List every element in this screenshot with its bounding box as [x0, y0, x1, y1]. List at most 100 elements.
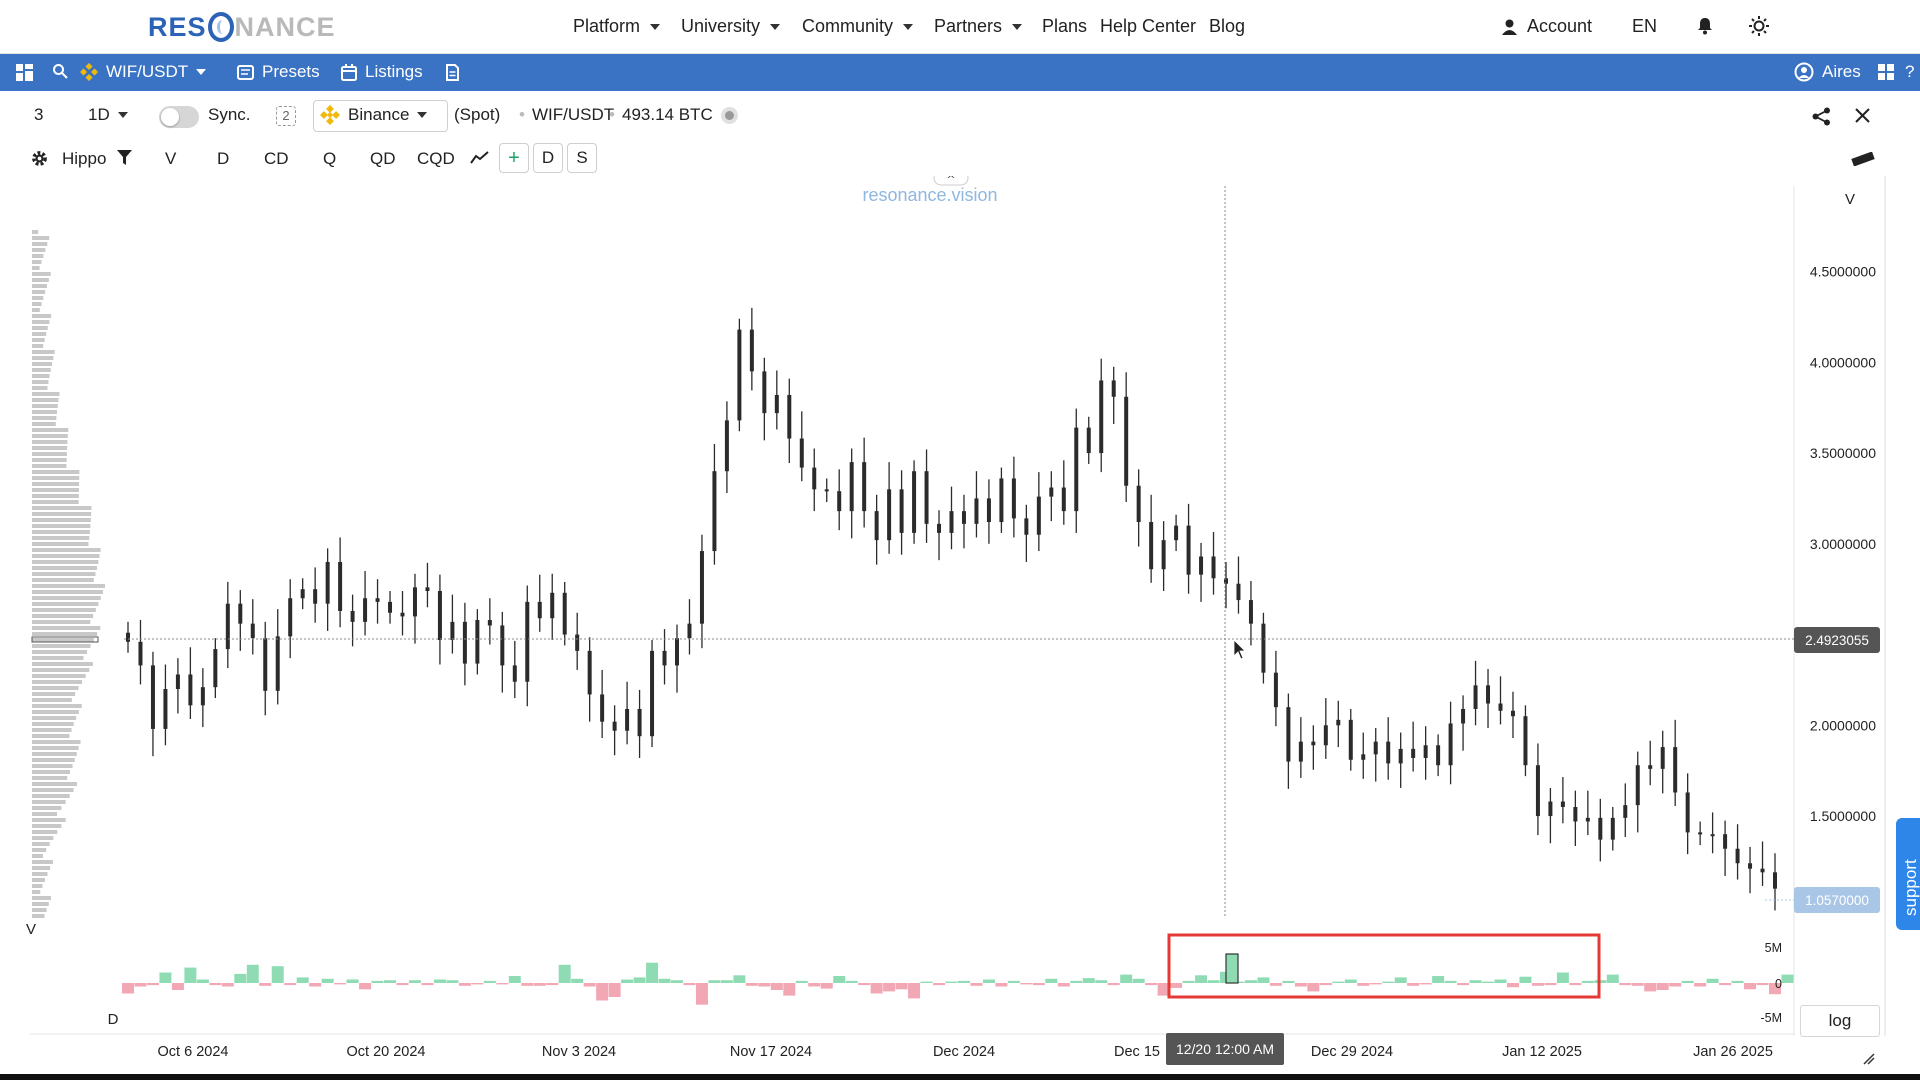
chevron-down-icon — [117, 112, 128, 118]
presets-button[interactable]: Presets — [237, 62, 320, 82]
apps-button[interactable] — [16, 64, 33, 81]
delta-bar-negative — [1756, 983, 1769, 986]
delta-bar-positive — [246, 964, 259, 983]
indicator-v-button[interactable]: V — [165, 149, 177, 168]
candle-body — [1224, 578, 1228, 584]
volume-profile-bar — [32, 908, 47, 912]
candle-body — [899, 489, 904, 533]
delta-bar-negative — [1631, 983, 1644, 986]
volume-profile-bar — [32, 518, 91, 522]
volume-profile-bar — [32, 530, 90, 534]
delta-bar-positive — [296, 977, 309, 983]
log-scale-button[interactable]: log — [1800, 1005, 1880, 1037]
s-button[interactable]: S — [567, 143, 597, 173]
indicator-q-button[interactable]: Q — [323, 149, 337, 168]
add-indicator-button[interactable]: + — [499, 143, 529, 173]
resonance-logo[interactable]: RES NANCE — [148, 11, 336, 42]
volume-profile-bar — [32, 836, 54, 840]
delta-bar-negative — [770, 983, 783, 990]
interval-selector[interactable]: 1D — [88, 105, 128, 125]
delta-bar-positive — [1344, 979, 1357, 983]
nav-blog[interactable]: Blog — [1209, 16, 1246, 36]
volume-profile-bar — [32, 602, 99, 606]
candle-body — [512, 665, 517, 682]
y-tick-label: 1.5000000 — [1810, 808, 1876, 824]
delta-bar-positive — [1606, 974, 1619, 983]
d-button[interactable]: D — [533, 143, 563, 173]
layout-count[interactable]: 3 — [34, 105, 44, 124]
notifications-button[interactable] — [1697, 17, 1713, 35]
indicator-cqd-button[interactable]: CQD — [417, 149, 455, 168]
preset-selector[interactable]: Hippo — [62, 149, 107, 168]
volume-profile-bar — [32, 662, 93, 666]
indicator-qd-button[interactable]: QD — [370, 149, 396, 168]
share-button[interactable] — [1812, 107, 1831, 126]
delta-bar-negative — [1694, 983, 1707, 987]
separator-dot: • — [609, 105, 615, 124]
delta-bar-positive — [1045, 978, 1058, 983]
indicator-d-button[interactable]: D — [217, 149, 230, 168]
delta-bar-positive — [1444, 980, 1457, 983]
delta-bar-hovered — [1225, 953, 1239, 984]
candle-body — [525, 601, 530, 682]
binance-logo-icon — [320, 105, 340, 125]
listings-button[interactable]: Listings — [341, 62, 423, 82]
y-tick-label: 3.0000000 — [1810, 536, 1876, 552]
candle-body — [949, 511, 954, 533]
price-chart[interactable]: resonance.vision^ 4.5000000 4.0000000 3.500… — [0, 176, 1884, 1074]
candle-body — [263, 638, 268, 691]
delta-bar-negative — [1032, 983, 1045, 986]
candle-body — [625, 708, 630, 731]
candle-body — [338, 561, 343, 611]
support-tab[interactable]: support — [1896, 818, 1920, 930]
indicator-cd-button[interactable]: CD — [264, 149, 289, 168]
volume-profile-bar — [32, 788, 74, 792]
user-profile-button[interactable]: Aires — [1794, 62, 1861, 82]
candle-body — [1124, 396, 1129, 486]
volume-profile-bar — [32, 458, 67, 462]
link-badge[interactable]: 2 — [276, 106, 296, 126]
symbol-selector[interactable]: WIF/USDT — [80, 62, 207, 82]
close-chart-button[interactable] — [1855, 108, 1870, 123]
nav-plans[interactable]: Plans — [1042, 16, 1088, 36]
candle-body — [238, 603, 243, 624]
language-selector[interactable]: EN — [1632, 16, 1658, 36]
profile-label: V — [26, 921, 36, 938]
exchange-selector[interactable] — [313, 100, 448, 132]
main-toolbar: WIF/USDT Presets Listings Aires ? — [0, 54, 1920, 91]
theme-toggle[interactable] — [1749, 16, 1769, 36]
nav-university[interactable]: University — [681, 16, 781, 37]
line-indicator-button[interactable] — [470, 150, 489, 170]
candle-body — [500, 625, 505, 666]
candle-body — [1673, 747, 1678, 793]
nav-partners[interactable]: Partners — [934, 16, 1023, 37]
sync-toggle[interactable] — [159, 106, 199, 128]
candle-body — [1760, 868, 1765, 873]
nav-help-center[interactable]: Help Center — [1100, 16, 1197, 36]
delta-bar-positive — [1432, 976, 1445, 983]
filter-button[interactable] — [117, 150, 132, 171]
volume-profile-bar — [32, 620, 91, 624]
document-icon — [446, 64, 459, 81]
delta-bar-negative — [1307, 983, 1320, 992]
delta-bar-positive — [483, 980, 496, 983]
help-button[interactable]: ? — [1905, 62, 1915, 81]
settings-button[interactable] — [30, 149, 49, 173]
crosshair-price-badge — [1794, 627, 1880, 653]
market-type: (Spot) — [454, 105, 501, 124]
volume-profile-bar — [32, 704, 82, 708]
notes-button[interactable] — [446, 64, 459, 81]
candle-body — [1149, 522, 1154, 570]
nav-community[interactable]: Community — [802, 16, 914, 37]
account-button[interactable]: Account — [1502, 16, 1592, 37]
candle-body — [874, 511, 879, 541]
nav-platform[interactable]: Platform — [573, 16, 661, 37]
ruler-button[interactable] — [1851, 151, 1875, 171]
delta-bar-positive — [733, 975, 746, 983]
delta-bar-positive — [1494, 979, 1507, 983]
candle-body — [1074, 427, 1079, 512]
widgets-button[interactable] — [1878, 64, 1894, 80]
logo-ring-icon — [207, 12, 234, 42]
chevron-down-icon — [1012, 23, 1023, 30]
search-button[interactable] — [52, 63, 68, 79]
